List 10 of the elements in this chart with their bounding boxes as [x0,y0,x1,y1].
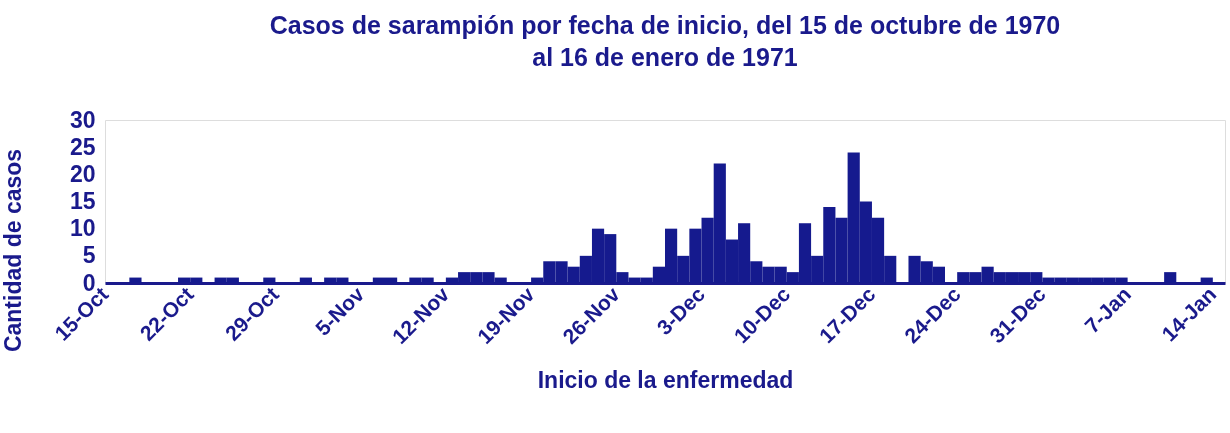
x-axis-title: Inicio de la enfermedad [537,367,794,394]
text: Casos de sarampión por fecha de inicio, del 15 de octubre de 1970 [269,11,1061,39]
y-axis-title: Cantidad de casos [0,148,26,353]
y-tick-label: 25 [69,133,96,160]
text: al 16 de enero de 1971 [532,43,798,71]
y-tick-label: 5 [82,242,96,269]
y-tick-label: 30 [69,106,96,133]
y-tick-label: 10 [69,215,96,242]
y-tick-label: 15 [69,188,96,214]
y-tick-label: 20 [69,160,96,187]
